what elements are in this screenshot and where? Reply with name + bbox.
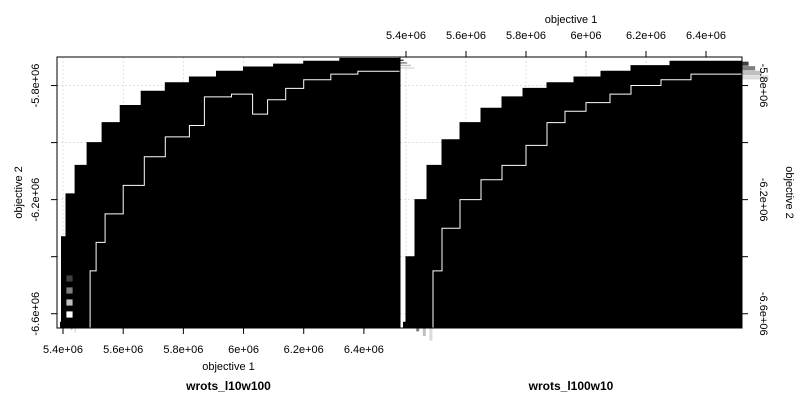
x-tick-label-bottom: 5.6e+06	[103, 344, 143, 356]
x-tick-label-top: 6e+06	[571, 30, 602, 42]
y-tick-label-left: -6.6e+06	[30, 292, 42, 336]
x-axis-title-top: objective 1	[545, 14, 598, 26]
attainment-band-0	[403, 57, 742, 328]
x-tick-label-top: 5.8e+06	[506, 30, 546, 42]
x-tick-label-top: 6.4e+06	[686, 30, 726, 42]
legend-swatch	[66, 299, 73, 306]
x-tick-label-bottom: 6.2e+06	[284, 344, 324, 356]
x-tick-label-top: 5.4e+06	[386, 30, 426, 42]
legend-swatch	[66, 275, 73, 282]
x-tick-label-bottom: 5.8e+06	[163, 344, 203, 356]
attainment-bands	[60, 57, 414, 333]
panel-right	[400, 57, 768, 341]
attainment-bands	[403, 57, 768, 341]
y-axis-title-right: objective 2	[783, 166, 795, 219]
panel-title-right: wrots_l100w10	[528, 379, 614, 393]
y-tick-label-right: -6.6e+06	[757, 292, 769, 336]
y-axis-title-left: objective 2	[13, 166, 25, 219]
panel-title-left: wrots_l10w100	[185, 379, 271, 393]
x-tick-label-bottom: 6.4e+06	[344, 344, 384, 356]
y-tick-label-left: -6.2e+06	[30, 178, 42, 222]
legend-swatch	[66, 287, 73, 294]
x-axis-title-bottom: objective 1	[202, 361, 255, 373]
legend-swatch	[66, 311, 73, 318]
panel-left	[57, 57, 414, 333]
y-tick-label-right: -5.8e+06	[757, 64, 769, 108]
attainment-band-0	[60, 57, 400, 328]
x-tick-label-top: 6.2e+06	[626, 30, 666, 42]
y-tick-label-right: -6.2e+06	[757, 178, 769, 222]
y-tick-label-left: -5.8e+06	[30, 64, 42, 108]
legend-swatch	[66, 263, 73, 270]
x-tick-label-top: 5.6e+06	[446, 30, 486, 42]
x-tick-label-bottom: 5.4e+06	[43, 344, 83, 356]
x-tick-label-bottom: 6e+06	[228, 344, 259, 356]
